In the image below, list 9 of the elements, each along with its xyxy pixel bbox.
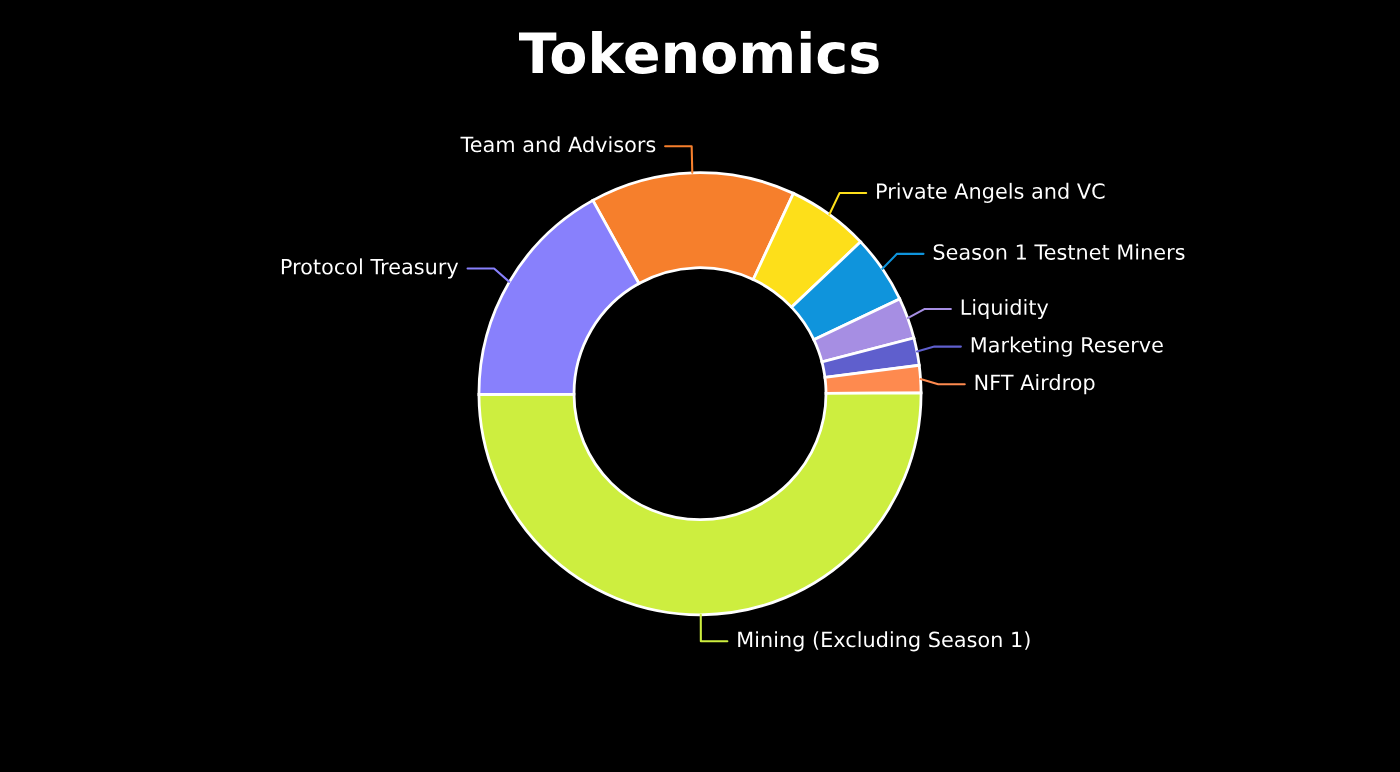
slice-label: NFT Airdrop <box>975 374 1095 395</box>
slice-label: Mining (Excluding Season 1) <box>738 631 1030 652</box>
chart-title: Tokenomics <box>519 30 879 74</box>
slice-label: Protocol Treasury <box>281 258 459 279</box>
slice-label: Team and Advisors <box>460 136 656 153</box>
slice-label: Marketing Reserve <box>971 336 1163 357</box>
slice-label: Season 1 Testnet Miners <box>933 243 1185 260</box>
slice-label: Liquidity <box>961 298 1049 320</box>
slice-label: Private Angels and VC <box>877 182 1105 203</box>
